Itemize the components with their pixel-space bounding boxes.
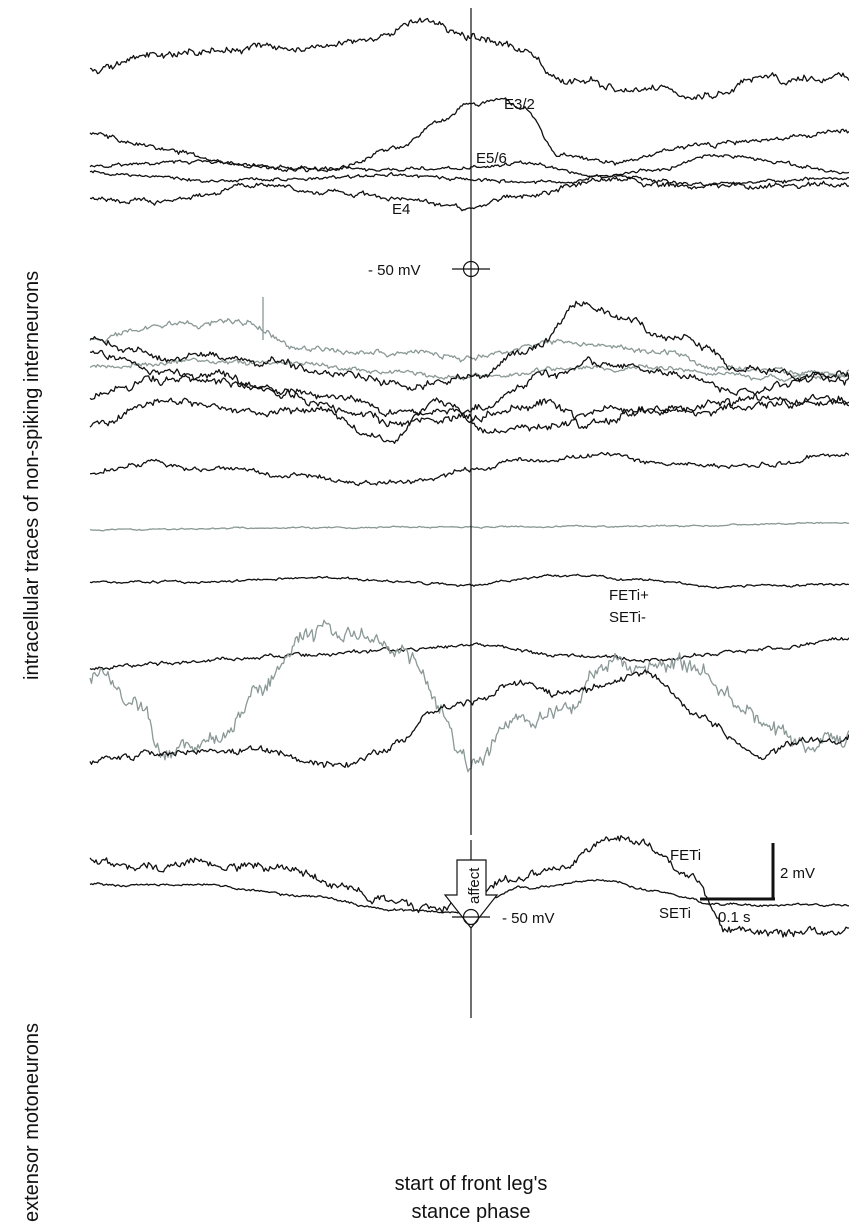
scale-label-voltage: 2 mV: [780, 865, 815, 882]
reference-marker-top: [452, 260, 490, 278]
trace-label-feti: FETi: [670, 847, 701, 864]
trace-label-seti-minus: SETi-: [609, 609, 646, 626]
caption-line-1: start of front leg's: [395, 1173, 548, 1195]
middle-trace-12: [89, 521, 849, 532]
middle-trace-10: [89, 397, 849, 444]
scale-label-time: 0.1 s: [718, 909, 751, 926]
upper-trace-2: [89, 159, 849, 187]
scale-bar: [700, 843, 775, 901]
reference-marker-bottom: [452, 908, 490, 926]
upper-trace-4: [89, 176, 849, 212]
upper-trace-3: [89, 153, 849, 185]
caption-line-2: stance phase: [412, 1201, 531, 1223]
trace-label-e32: E3/2: [504, 96, 535, 113]
middle-trace-14: [89, 636, 849, 671]
trace-label-feti-plus: FETi+: [609, 587, 649, 604]
reference-label-top: - 50 mV: [368, 262, 421, 279]
middle-trace-16: [89, 669, 849, 769]
trace-label-seti: SETi: [659, 905, 691, 922]
middle-trace-8: [89, 349, 849, 418]
reference-label-bottom: - 50 mV: [502, 910, 555, 927]
trace-label-e4: E4: [392, 201, 410, 218]
middle-trace-11: [89, 451, 849, 487]
affect-arrow: [443, 859, 499, 929]
upper-trace-1: [89, 97, 849, 173]
affect-arrow-label: affect: [466, 867, 483, 904]
middle-trace-5: [89, 318, 849, 378]
middle-trace-15: [89, 619, 849, 773]
middle-trace-6: [89, 357, 849, 383]
axis-label-interneurons: intracellular traces of non-spiking inte…: [21, 271, 43, 680]
trace-label-e56: E5/6: [476, 150, 507, 167]
middle-trace-9: [89, 368, 849, 429]
trace-group: [89, 17, 849, 938]
middle-trace-13: [89, 573, 849, 589]
axis-label-motoneurons: extensor motoneurons: [21, 1023, 43, 1222]
middle-trace-7: [89, 300, 849, 391]
upper-trace-0: [89, 17, 849, 100]
